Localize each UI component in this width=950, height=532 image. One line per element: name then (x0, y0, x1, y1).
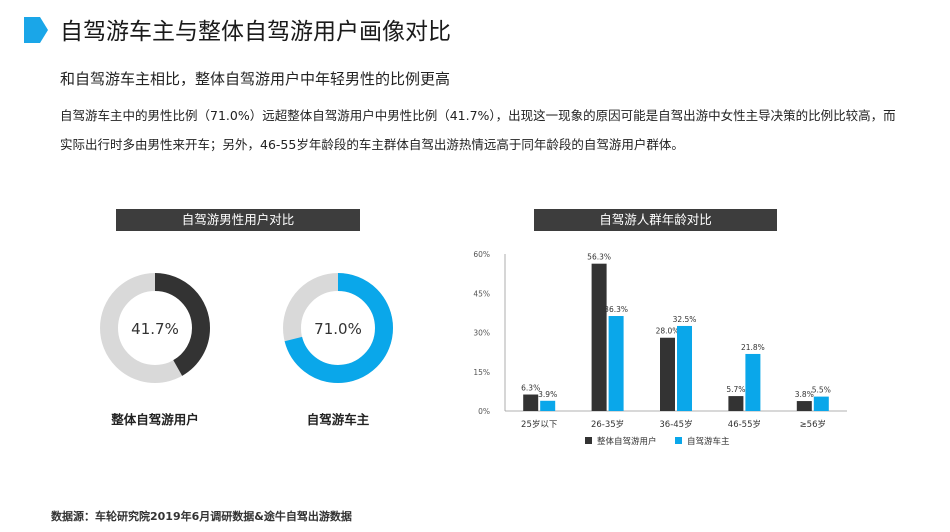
bar-value-label: 6.3% (521, 384, 540, 393)
donut-charts: 41.7% 71.0% (100, 273, 393, 383)
x-tick-label: 25岁以下 (521, 419, 558, 430)
legend-label-1: 自驾游车主 (687, 436, 730, 447)
bar-0-2 (660, 337, 675, 411)
donut-slice-1 (283, 273, 393, 383)
bar-1-3 (745, 353, 761, 411)
bar-panel-title: 自驾游人群年龄对比 (534, 209, 777, 231)
bar-1-2 (677, 325, 692, 411)
bar-value-label: 3.8% (795, 390, 814, 399)
x-tick-label: 26-35岁 (591, 419, 624, 430)
y-tick-label: 30% (473, 329, 490, 338)
donut-value-label-0: 41.7% (131, 320, 179, 338)
data-source: 数据源：车轮研究院2019年6月调研数据&途牛自驾出游数据 (51, 510, 352, 523)
x-tick-label: ≥56岁 (800, 419, 826, 430)
page-title: 自驾游车主与整体自驾游用户画像对比 (60, 19, 451, 45)
donut-caption-owner: 自驾游车主 (306, 412, 370, 427)
bar-0-3 (728, 396, 744, 411)
legend-label-0: 整体自驾游用户 (597, 436, 657, 447)
donut-slice-0 (100, 273, 210, 383)
x-tick-label: 36-45岁 (659, 419, 692, 430)
y-tick-label: 15% (473, 368, 490, 377)
donut-panel-title: 自驾游男性用户对比 (116, 209, 360, 231)
bar-value-label: 5.7% (726, 385, 745, 394)
y-tick-label: 0% (478, 407, 490, 416)
bar-1-1 (608, 316, 624, 411)
bar-value-label: 5.5% (812, 386, 831, 395)
bar-value-label: 36.3% (604, 305, 628, 314)
bar-0-0 (523, 394, 539, 411)
bar-value-label: 28.0% (656, 327, 680, 336)
legend-swatch-0 (585, 437, 592, 444)
bar-value-label: 3.9% (538, 390, 557, 399)
bar-1-0 (540, 400, 556, 411)
bar-0-1 (591, 263, 607, 411)
bar-value-label: 21.8% (741, 343, 765, 352)
y-tick-label: 60% (473, 250, 490, 259)
legend-swatch-1 (675, 437, 682, 444)
age-bar-chart: 0% 15% 30% 45% 60% 6.3%3.9% 25岁以下 56.3% 36.3% 26-… (473, 250, 847, 447)
bar-0-4 (796, 401, 812, 411)
x-tick-label: 46-55岁 (728, 419, 761, 430)
donut-caption-overall: 整体自驾游用户 (111, 412, 199, 427)
donut-value-label-1: 71.0% (314, 320, 362, 338)
title-marker-icon (24, 17, 48, 43)
summary-body: 自驾游车主中的男性比例（71.0%）远超整体自驾游用户中男性比例（41.7%），… (60, 108, 896, 152)
y-tick-label: 45% (473, 289, 490, 298)
bar-value-label: 56.3% (587, 253, 611, 262)
bar-1-4 (813, 396, 829, 411)
bar-value-label: 32.5% (673, 315, 697, 324)
summary-headline: 和自驾游车主相比，整体自驾游用户中年轻男性的比例更高 (60, 70, 451, 88)
